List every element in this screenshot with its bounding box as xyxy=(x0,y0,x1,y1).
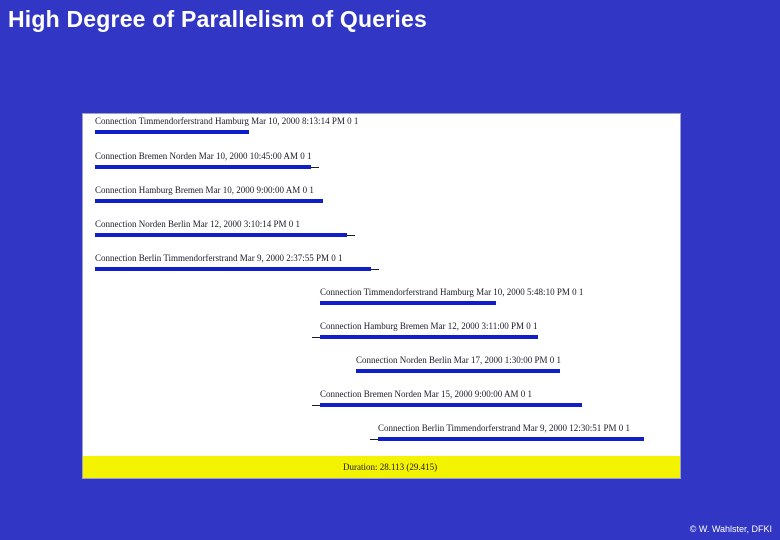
connection-label: Connection Timmendorferstrand Hamburg Ma… xyxy=(320,287,584,297)
bar-tick xyxy=(311,167,319,168)
slide-title: High Degree of Parallelism of Queries xyxy=(8,6,427,32)
connection-label: Connection Timmendorferstrand Hamburg Ma… xyxy=(95,116,359,126)
bar-tick xyxy=(370,439,378,440)
connection-bar xyxy=(95,199,323,203)
timeline-panel: Connection Timmendorferstrand Hamburg Ma… xyxy=(82,113,681,479)
connection-bar xyxy=(95,267,371,271)
connection-bar xyxy=(320,301,496,305)
connection-label: Connection Norden Berlin Mar 17, 2000 1:… xyxy=(356,355,561,365)
bar-tick xyxy=(371,269,379,270)
connection-label: Connection Norden Berlin Mar 12, 2000 3:… xyxy=(95,219,300,229)
connection-label: Connection Berlin Timmendorferstrand Mar… xyxy=(95,253,343,263)
connection-bar xyxy=(95,130,249,134)
copyright-footer: © W. Wahlster, DFKI xyxy=(689,524,772,534)
connection-bar xyxy=(356,369,560,373)
duration-label: Duration: 28.113 (29.415) xyxy=(343,462,438,472)
connection-label: Connection Bremen Norden Mar 10, 2000 10… xyxy=(95,151,312,161)
connection-label: Connection Hamburg Bremen Mar 10, 2000 9… xyxy=(95,185,314,195)
connection-bar xyxy=(320,403,582,407)
connection-bar xyxy=(320,335,538,339)
connection-label: Connection Berlin Timmendorferstrand Mar… xyxy=(378,423,630,433)
duration-band: Duration: 28.113 (29.415) xyxy=(83,456,680,478)
bar-tick xyxy=(312,337,320,338)
bar-tick xyxy=(312,405,320,406)
connection-label: Connection Bremen Norden Mar 15, 2000 9:… xyxy=(320,389,532,399)
connection-label: Connection Hamburg Bremen Mar 12, 2000 3… xyxy=(320,321,538,331)
connection-bar xyxy=(378,437,644,441)
connection-bar xyxy=(95,233,347,237)
connection-bar xyxy=(95,165,311,169)
bar-tick xyxy=(347,235,355,236)
